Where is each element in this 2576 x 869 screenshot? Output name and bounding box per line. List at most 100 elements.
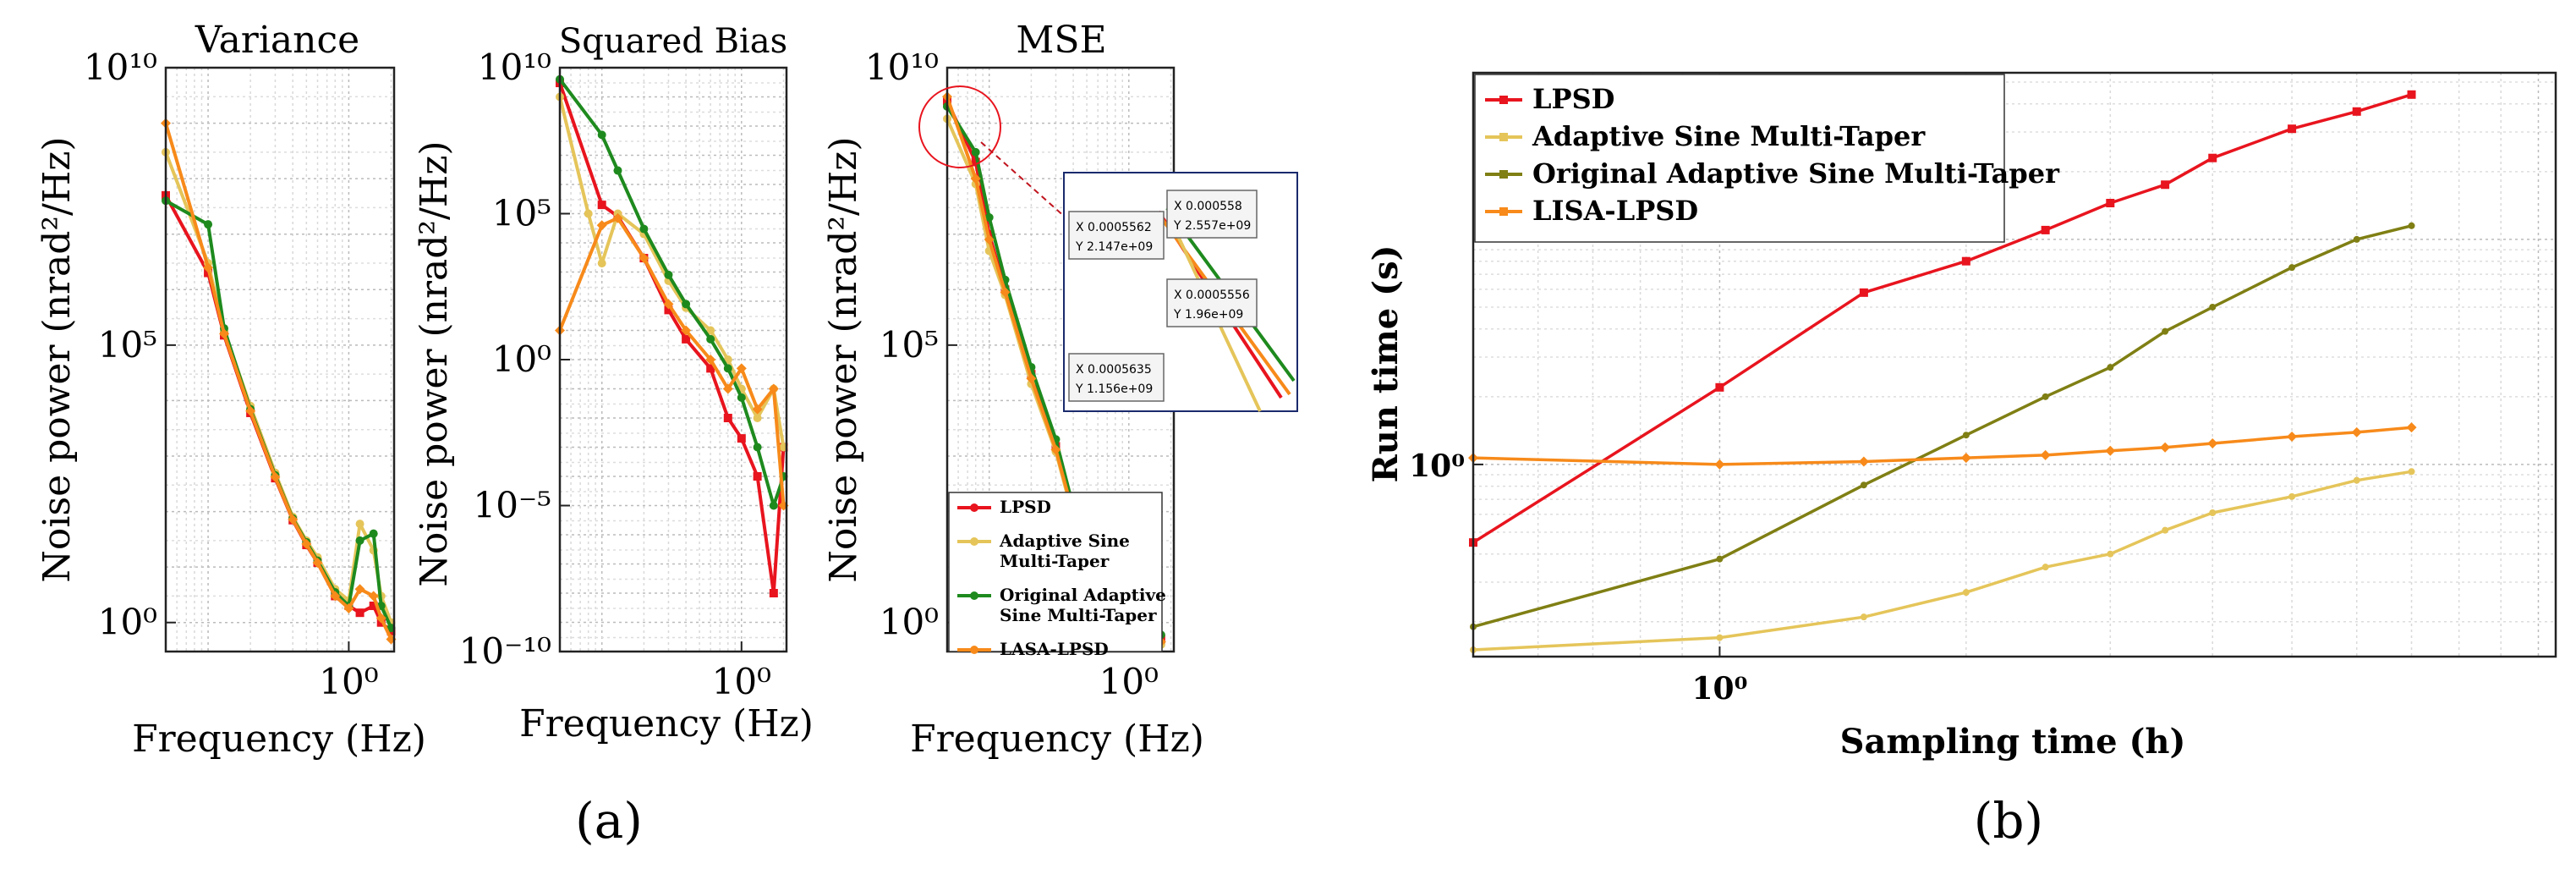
runtime-series [1468, 90, 2417, 654]
data-point-lpsd [2208, 153, 2217, 162]
legend-label: LPSD [1532, 83, 1614, 115]
runtime-grid [1472, 73, 2556, 657]
y-tick-label: 10⁰ [880, 602, 939, 643]
data-point-lasa-lpsd [330, 591, 341, 602]
data-point-adaptive-sine-multi-taper [597, 259, 606, 268]
data-point-adaptive-sine-multi-taper [1716, 634, 1724, 641]
data-point-lasa-lpsd [219, 328, 230, 339]
data-point-lisa-lpsd [2207, 438, 2218, 449]
data-point-lpsd [597, 201, 606, 210]
data-point-lpsd [723, 414, 732, 422]
data-point-lpsd [737, 434, 746, 443]
legend-marker [970, 591, 978, 600]
y-tick-label: 10⁰ [1409, 448, 1465, 484]
data-point-original-adaptive-sine-multi-taper [2162, 327, 2169, 335]
datatip-4-x: X 0.0005635 [1076, 363, 1152, 377]
data-point-lisa-lpsd [1714, 459, 1725, 470]
variance-frame [164, 66, 396, 653]
runtime-ticks: 10⁰ 10⁰ [1409, 448, 1747, 707]
data-point-lisa-lpsd [2040, 449, 2051, 460]
y-tick-label: 10⁵ [98, 324, 157, 366]
data-point-lpsd [753, 472, 762, 481]
datatip-2-y: Y 2.557e+09 [1173, 219, 1251, 233]
data-point-adaptive-sine-multi-taper [2107, 550, 2114, 558]
variance-x-axis-label: Frequency (Hz) [132, 718, 426, 761]
data-point-adaptive-sine-multi-taper [2042, 564, 2049, 571]
data-point-lpsd [369, 601, 378, 610]
y-tick-label: 10⁻¹⁰ [459, 630, 551, 672]
data-point-lasa-lpsd [288, 514, 299, 525]
bias-y-axis-label: Noise power (nrad²/Hz) [413, 140, 456, 586]
data-point-lasa-lpsd [1050, 444, 1061, 455]
legend-marker [1499, 133, 1508, 141]
data-point-lpsd [2161, 180, 2170, 190]
data-point-original-adaptive-sine-multi-taper [613, 166, 622, 175]
data-point-original-adaptive-sine-multi-taper [682, 300, 691, 309]
data-point-adaptive-sine-multi-taper [2288, 492, 2296, 500]
data-point-lisa-lpsd [2105, 445, 2116, 456]
data-point-lisa-lpsd [2406, 422, 2417, 433]
data-point-lpsd [1961, 256, 1970, 266]
data-point-lpsd [2407, 90, 2416, 99]
mse-title: MSE [1016, 19, 1106, 62]
data-point-original-adaptive-sine-multi-taper [2209, 303, 2217, 311]
datatip-2-box [1166, 190, 1258, 239]
data-point-original-adaptive-sine-multi-taper [204, 220, 213, 229]
series-line-original-adaptive-sine-multi-taper [558, 78, 786, 508]
data-point-adaptive-sine-multi-taper [1860, 613, 1867, 621]
data-point-original-adaptive-sine-multi-taper [706, 334, 715, 344]
datatip-3-y: Y 1.96e+09 [1173, 308, 1243, 322]
datatip-1[interactable]: X 0.0005562 Y 2.147e+09 [1068, 211, 1165, 260]
data-point-lasa-lpsd [343, 602, 354, 613]
data-point-lpsd [1715, 382, 1724, 392]
data-point-lpsd [706, 364, 715, 373]
data-point-lasa-lpsd [301, 538, 312, 549]
legend-label: Adaptive Sine Multi-Taper [1532, 120, 1926, 152]
panel-label-a: (a) [575, 792, 643, 850]
data-point-lpsd [2352, 107, 2361, 116]
y-tick-label: 10⁰ [492, 338, 551, 380]
datatip-4[interactable]: X 0.0005635 Y 1.156e+09 [1068, 353, 1165, 402]
data-point-adaptive-sine-multi-taper [706, 326, 715, 335]
bias-series [555, 74, 789, 597]
legend-label: LISA-LPSD [1532, 195, 1698, 227]
mse-x-axis-label: Frequency (Hz) [910, 718, 1204, 761]
data-point-lpsd [682, 334, 691, 344]
data-point-lasa-lpsd [270, 471, 281, 482]
variance-y-axis-label: Noise power (nrad²/Hz) [36, 136, 79, 582]
data-point-original-adaptive-sine-multi-taper [639, 224, 649, 234]
data-point-lasa-lpsd [970, 173, 981, 184]
datatip-2[interactable]: X 0.000558 Y 2.557e+09 [1166, 190, 1258, 239]
datatip-1-x: X 0.0005562 [1076, 221, 1152, 234]
runtime-y-axis-label: Run time (s) [1366, 245, 1406, 482]
data-point-lasa-lpsd [375, 613, 386, 624]
data-point-lasa-lpsd [722, 383, 733, 394]
variance-ticks: 10⁰ 10⁵ 10¹⁰ 10⁰ [84, 47, 379, 702]
data-point-lasa-lpsd [705, 355, 716, 365]
datatip-3[interactable]: X 0.0005556 Y 1.96e+09 [1166, 278, 1258, 327]
legend-marker [1499, 170, 1508, 179]
y-tick-label: 10⁻⁵ [474, 485, 551, 526]
data-point-adaptive-sine-multi-taper [355, 520, 364, 529]
legend-marker [970, 646, 978, 654]
data-point-original-adaptive-sine-multi-taper [737, 393, 746, 402]
bias-ticks: 10⁻¹⁰ 10⁻⁵ 10⁰ 10⁵ 10¹⁰ 10⁰ [459, 47, 771, 702]
legend-label: LPSD [1000, 497, 1051, 517]
variance-plot-area [166, 68, 394, 652]
data-point-lasa-lpsd [663, 299, 674, 310]
data-point-lasa-lpsd [736, 363, 747, 374]
data-point-lasa-lpsd [312, 557, 323, 568]
data-point-adaptive-sine-multi-taper [1962, 589, 1970, 597]
x-tick-label: 10⁰ [1691, 671, 1747, 707]
data-point-lisa-lpsd [2287, 431, 2298, 442]
data-point-adaptive-sine-multi-taper [2408, 468, 2415, 476]
data-point-lasa-lpsd [368, 591, 379, 602]
data-point-adaptive-sine-multi-taper [2162, 526, 2169, 534]
legend-label: LASA-LPSD [1000, 639, 1109, 659]
y-tick-label: 10⁵ [880, 324, 939, 366]
bias-title: Squared Bias [559, 22, 787, 61]
data-point-lasa-lpsd [612, 212, 623, 223]
runtime-chart: 10⁰ 10⁰ Sampling time (h) Run time (s) LP… [1366, 71, 2557, 762]
data-point-original-adaptive-sine-multi-taper [769, 501, 778, 510]
